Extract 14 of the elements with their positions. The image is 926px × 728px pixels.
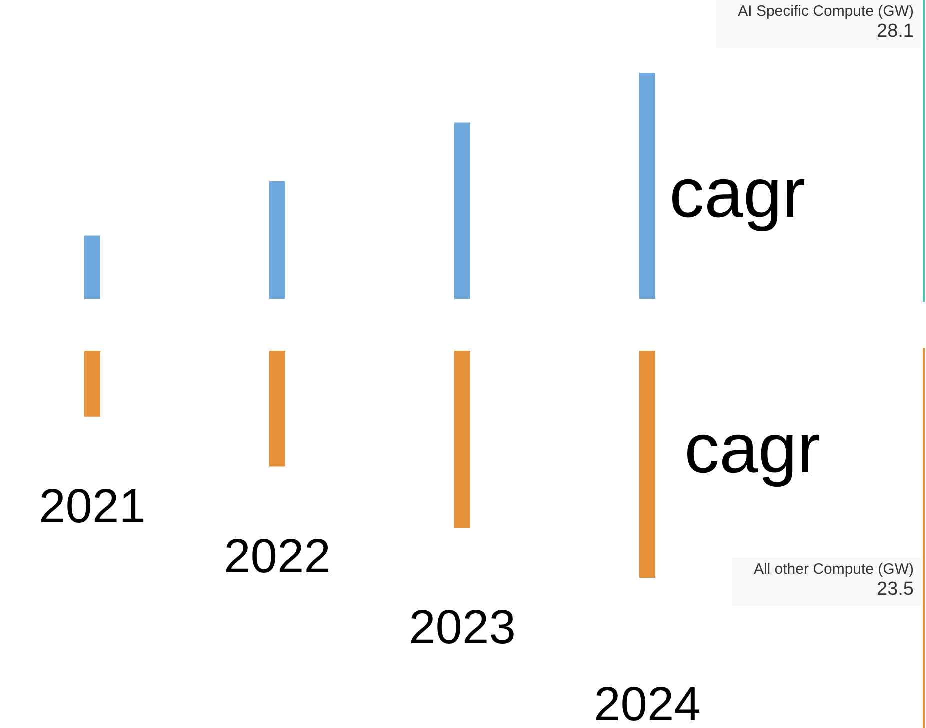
text: 28.1 [876, 21, 914, 42]
x-tick-label: 2022 [224, 530, 331, 584]
bar [84, 236, 100, 299]
text: 23.5 [876, 579, 914, 600]
x-tick-label: 2023 [409, 602, 516, 655]
x-tick-label: 2021 [39, 480, 146, 534]
text: AI Specific Compute (GW) [738, 2, 914, 22]
annotation: cagr [684, 410, 821, 488]
bar [270, 181, 286, 299]
bar [454, 122, 470, 299]
annotation: cagr [670, 154, 806, 232]
bar [640, 73, 656, 299]
x-tick-label: 2024 [594, 678, 701, 728]
text: All other Compute (GW) [754, 560, 914, 580]
